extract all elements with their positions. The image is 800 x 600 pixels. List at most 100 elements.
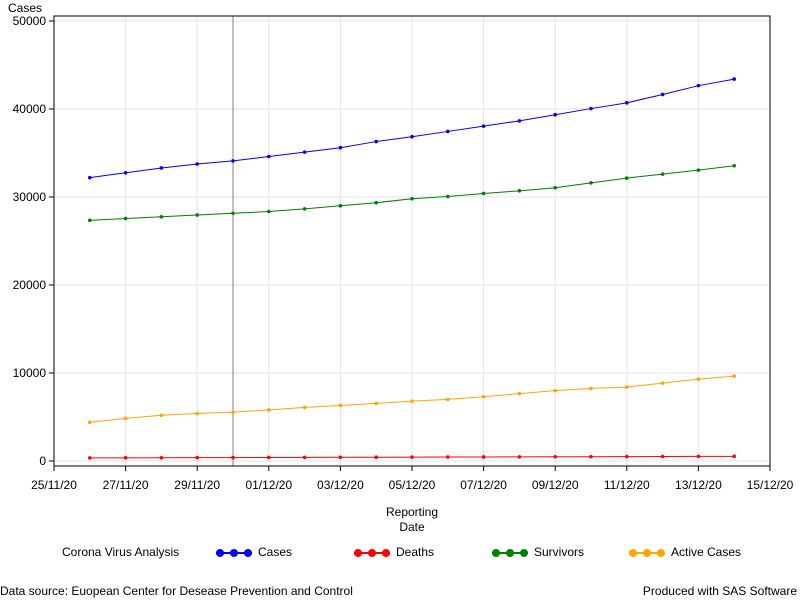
- data-point-survivors: [302, 207, 307, 211]
- line-chart: 0 10000 20000 30000 40000 50000 25/11/20 27/11…: [8, 1, 794, 534]
- y-axis-title: Cases: [8, 1, 42, 15]
- data-point-cases: [123, 171, 128, 175]
- data-point-cases: [660, 92, 665, 97]
- legend-item-cases: Cases: [216, 545, 292, 559]
- data-point-deaths: [517, 455, 522, 459]
- data-point-survivors: [88, 218, 92, 223]
- data-point-survivors: [410, 196, 414, 201]
- y-tick-label: 30000: [13, 190, 47, 204]
- x-tick-label: 09/12/20: [532, 478, 579, 492]
- data-point-cases: [338, 145, 343, 150]
- data-point-cases: [374, 139, 379, 144]
- legend-label: Cases: [258, 545, 293, 559]
- data-point-deaths: [195, 455, 199, 460]
- data-point-active-cases: [696, 377, 701, 381]
- data-point-active-cases: [374, 401, 379, 406]
- data-point-cases: [88, 175, 92, 180]
- data-point-cases: [195, 162, 199, 166]
- data-point-deaths: [446, 455, 450, 459]
- data-point-active-cases: [195, 411, 199, 416]
- x-tick-label: 01/12/20: [245, 478, 292, 492]
- x-axis-title-line-2: Date: [399, 520, 425, 534]
- data-point-active-cases: [517, 391, 522, 396]
- data-point-cases: [267, 154, 271, 159]
- data-point-active-cases: [481, 394, 486, 399]
- data-source-footnote: Data source: Euopean Center for Desease …: [0, 584, 353, 598]
- x-tick-label: 27/11/20: [103, 478, 149, 492]
- data-point-cases: [159, 166, 164, 170]
- data-point-survivors: [374, 200, 379, 205]
- data-point-active-cases: [625, 385, 629, 389]
- legend-marker-icon: [492, 548, 528, 558]
- x-tick-label: 05/12/20: [389, 478, 436, 492]
- data-point-active-cases: [123, 416, 128, 421]
- x-tick-label: 11/12/20: [604, 478, 650, 492]
- data-point-survivors: [338, 204, 343, 208]
- data-point-deaths: [159, 455, 164, 460]
- y-tick-label: 50000: [13, 14, 47, 28]
- data-point-deaths: [625, 454, 629, 459]
- data-point-survivors: [696, 168, 701, 172]
- producer-footnote: Produced with SAS Software: [642, 584, 797, 598]
- data-point-cases: [732, 77, 736, 81]
- data-point-active-cases: [88, 420, 92, 425]
- legend: Corona Virus Analysis Cases Deaths Survi…: [0, 543, 800, 563]
- data-point-active-cases: [732, 374, 736, 378]
- data-point-active-cases: [553, 388, 557, 393]
- data-point-survivors: [159, 215, 164, 219]
- data-point-cases: [517, 119, 522, 123]
- legend-item-deaths: Deaths: [354, 545, 434, 559]
- data-point-survivors: [732, 163, 736, 168]
- data-point-active-cases: [159, 413, 164, 418]
- series-layer: [88, 77, 736, 460]
- data-point-active-cases: [410, 399, 414, 403]
- data-point-survivors: [517, 189, 522, 193]
- x-tick-label: 25/11/20: [31, 478, 77, 492]
- x-tick-label: 13/12/20: [675, 478, 722, 492]
- data-point-active-cases: [446, 397, 450, 402]
- data-point-cases: [696, 83, 701, 88]
- y-tick-label: 20000: [13, 278, 47, 292]
- y-axis: 0 10000 20000 30000 40000 50000: [13, 14, 54, 468]
- data-point-survivors: [660, 172, 665, 176]
- data-point-cases: [481, 124, 486, 128]
- data-point-cases: [446, 129, 450, 134]
- data-point-active-cases: [231, 410, 235, 414]
- data-point-deaths: [302, 455, 307, 460]
- data-point-deaths: [553, 454, 557, 459]
- data-point-deaths: [660, 454, 665, 459]
- legend-marker-icon: [354, 548, 390, 558]
- data-point-survivors: [267, 209, 271, 214]
- data-point-cases: [625, 101, 629, 105]
- data-point-deaths: [589, 454, 593, 459]
- data-point-deaths: [338, 455, 343, 460]
- data-point-active-cases: [589, 386, 593, 391]
- data-point-cases: [553, 112, 557, 117]
- y-tick-label: 10000: [13, 366, 47, 380]
- data-point-cases: [302, 150, 307, 154]
- data-point-survivors: [195, 213, 199, 217]
- data-point-deaths: [481, 455, 486, 459]
- x-axis: 25/11/20 27/11/20 29/11/20 01/12/20 03/12/20…: [31, 466, 794, 492]
- data-point-active-cases: [660, 381, 665, 385]
- legend-item-active-cases: Active Cases: [629, 545, 741, 559]
- legend-title: Corona Virus Analysis: [62, 545, 180, 559]
- data-point-survivors: [589, 181, 593, 185]
- data-point-active-cases: [267, 408, 271, 412]
- data-point-deaths: [410, 455, 414, 459]
- x-tick-label: 03/12/20: [317, 478, 364, 492]
- data-point-survivors: [446, 194, 450, 199]
- y-tick-label: 40000: [13, 102, 47, 116]
- y-tick-label: 0: [39, 454, 46, 468]
- data-point-cases: [410, 134, 414, 139]
- data-point-deaths: [123, 456, 128, 460]
- data-point-cases: [589, 106, 593, 111]
- data-point-survivors: [625, 176, 629, 180]
- data-point-cases: [231, 159, 235, 163]
- legend-label: Deaths: [396, 545, 435, 559]
- data-point-survivors: [481, 191, 486, 196]
- data-point-deaths: [732, 454, 736, 459]
- legend-marker-icon: [216, 548, 252, 558]
- data-point-deaths: [231, 455, 235, 460]
- x-tick-label: 29/11/20: [174, 478, 220, 492]
